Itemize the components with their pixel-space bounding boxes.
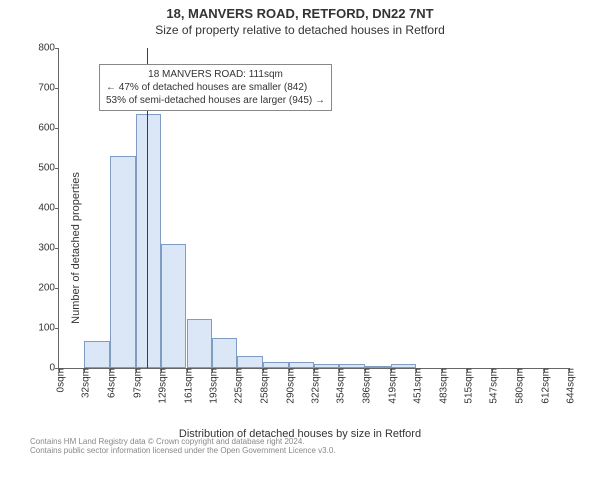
footer-attribution: Contains HM Land Registry data © Crown c… xyxy=(30,437,336,456)
x-tick-label: 386sqm xyxy=(357,368,372,404)
histogram-bar xyxy=(365,366,391,368)
annotation-box: 18 MANVERS ROAD: 111sqm← 47% of detached… xyxy=(99,64,332,111)
histogram-bar xyxy=(263,362,288,368)
x-tick-label: 161sqm xyxy=(179,368,194,404)
x-tick-label: 547sqm xyxy=(485,368,500,404)
x-tick-label: 354sqm xyxy=(332,368,347,404)
x-tick-label: 32sqm xyxy=(77,368,92,398)
histogram-bar xyxy=(339,364,364,368)
histogram-bar xyxy=(212,338,237,368)
histogram-bar xyxy=(314,364,339,368)
x-tick-label: 258sqm xyxy=(256,368,271,404)
histogram-bar xyxy=(391,364,416,368)
histogram-bar xyxy=(110,156,136,368)
x-tick-label: 419sqm xyxy=(383,368,398,404)
x-tick-label: 580sqm xyxy=(511,368,526,404)
annotation-line: ← 47% of detached houses are smaller (84… xyxy=(106,81,325,94)
x-tick-label: 644sqm xyxy=(562,368,577,404)
page-subtitle: Size of property relative to detached ho… xyxy=(0,21,600,37)
y-tick-mark xyxy=(55,288,59,289)
y-tick-mark xyxy=(55,128,59,129)
footer-line-2: Contains public sector information licen… xyxy=(30,446,336,456)
x-tick-label: 290sqm xyxy=(281,368,296,404)
annotation-line: 53% of semi-detached houses are larger (… xyxy=(106,94,325,107)
y-tick-mark xyxy=(55,88,59,89)
x-tick-label: 515sqm xyxy=(459,368,474,404)
histogram-bar xyxy=(187,319,212,368)
x-tick-label: 451sqm xyxy=(409,368,424,404)
x-tick-label: 612sqm xyxy=(536,368,551,404)
x-tick-label: 483sqm xyxy=(434,368,449,404)
histogram-bar xyxy=(289,362,314,368)
x-tick-label: 193sqm xyxy=(204,368,219,404)
chart-container: Number of detached properties 0100200300… xyxy=(0,38,600,458)
x-tick-label: 64sqm xyxy=(102,368,117,398)
y-tick-mark xyxy=(55,328,59,329)
histogram-bar xyxy=(237,356,263,368)
histogram-bar xyxy=(136,114,161,368)
y-tick-mark xyxy=(55,208,59,209)
plot-area: 01002003004005006007008000sqm32sqm64sqm9… xyxy=(58,48,569,369)
x-tick-label: 97sqm xyxy=(128,368,143,398)
x-tick-label: 129sqm xyxy=(154,368,169,404)
y-tick-mark xyxy=(55,248,59,249)
y-tick-mark xyxy=(55,168,59,169)
page-title: 18, MANVERS ROAD, RETFORD, DN22 7NT xyxy=(0,0,600,21)
footer-line-1: Contains HM Land Registry data © Crown c… xyxy=(30,437,336,447)
histogram-bar xyxy=(161,244,186,368)
x-tick-label: 0sqm xyxy=(52,368,67,392)
annotation-line: 18 MANVERS ROAD: 111sqm xyxy=(106,68,325,81)
histogram-bar xyxy=(84,341,109,368)
x-tick-label: 322sqm xyxy=(307,368,322,404)
y-tick-mark xyxy=(55,48,59,49)
x-tick-label: 225sqm xyxy=(230,368,245,404)
